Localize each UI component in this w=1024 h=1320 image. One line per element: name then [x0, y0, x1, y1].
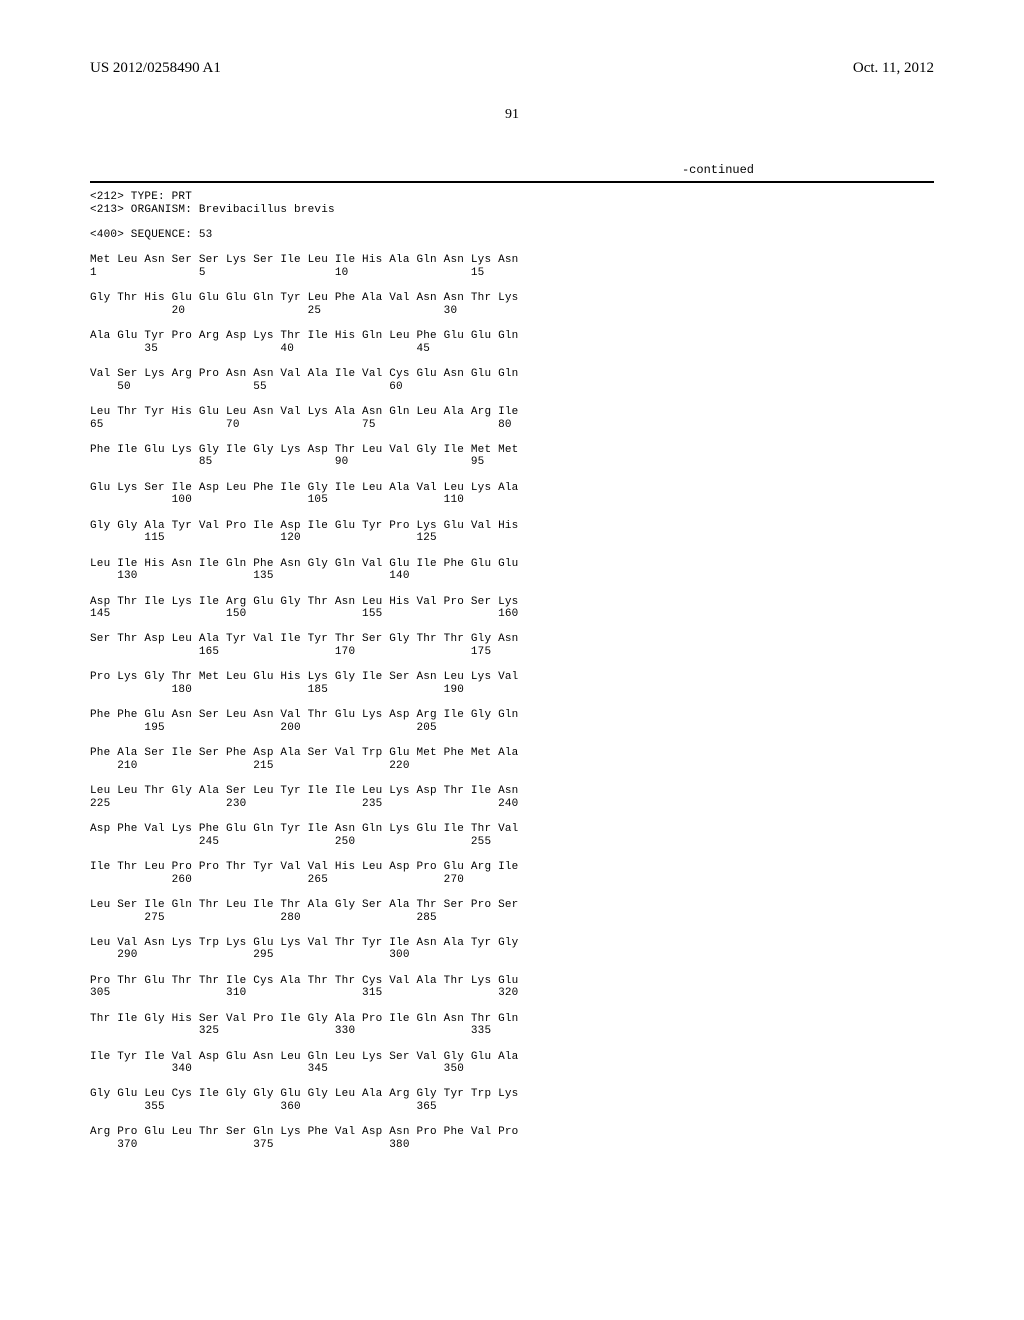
continued-label: -continued	[90, 163, 934, 177]
type-line: <212> TYPE: PRT	[90, 191, 192, 203]
sequence-listing: <212> TYPE: PRT <213> ORGANISM: Brevibac…	[90, 191, 934, 1152]
sequence-header-line: <400> SEQUENCE: 53	[90, 229, 212, 241]
divider-top	[90, 181, 934, 183]
page-container: US 2012/0258490 A1 Oct. 11, 2012 91 -con…	[0, 0, 1024, 1320]
organism-line: <213> ORGANISM: Brevibacillus brevis	[90, 204, 335, 216]
publication-date: Oct. 11, 2012	[853, 60, 934, 77]
page-number: 91	[90, 107, 934, 123]
sequence-blocks: Met Leu Asn Ser Ser Lys Ser Ile Leu Ile …	[90, 254, 934, 1151]
page-header: US 2012/0258490 A1 Oct. 11, 2012	[90, 60, 934, 77]
publication-number: US 2012/0258490 A1	[90, 60, 221, 77]
